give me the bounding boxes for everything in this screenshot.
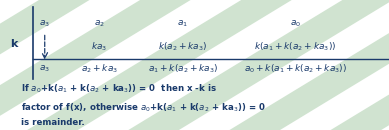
Polygon shape [331, 0, 389, 130]
Text: $a_3$: $a_3$ [39, 18, 50, 29]
Polygon shape [128, 0, 389, 130]
Text: $a_3$: $a_3$ [39, 64, 50, 74]
Text: is remainder.: is remainder. [21, 118, 85, 127]
Text: $a_2+ka_3$: $a_2+ka_3$ [81, 63, 118, 75]
Text: $k(a_2+ka_3)$: $k(a_2+ka_3)$ [158, 41, 207, 53]
Text: factor of f(x), otherwise $a_0$+k($a_1$ + k($a_2$ + ka$_3$)) = 0: factor of f(x), otherwise $a_0$+k($a_1$ … [21, 101, 266, 113]
Text: If $a_0$+k($a_1$ + k($a_2$ + ka$_3$)) = 0  then x -k is: If $a_0$+k($a_1$ + k($a_2$ + ka$_3$)) = … [21, 83, 217, 95]
Text: $ka_3$: $ka_3$ [91, 41, 107, 53]
Text: $k(a_1+k(a_2+ka_3))$: $k(a_1+k(a_2+ka_3))$ [254, 41, 337, 53]
Text: $a_0+k(a_1+k(a_2+ka_3))$: $a_0+k(a_1+k(a_2+ka_3))$ [244, 63, 347, 75]
Text: $a_1$: $a_1$ [177, 18, 188, 29]
Polygon shape [0, 0, 89, 130]
Polygon shape [0, 0, 191, 130]
Polygon shape [27, 0, 292, 130]
Text: k: k [10, 39, 17, 48]
Polygon shape [230, 0, 389, 130]
Text: $a_0$: $a_0$ [290, 18, 301, 29]
Text: $a_2$: $a_2$ [94, 18, 105, 29]
Text: $a_1+k(a_2+ka_3)$: $a_1+k(a_2+ka_3)$ [148, 63, 218, 75]
